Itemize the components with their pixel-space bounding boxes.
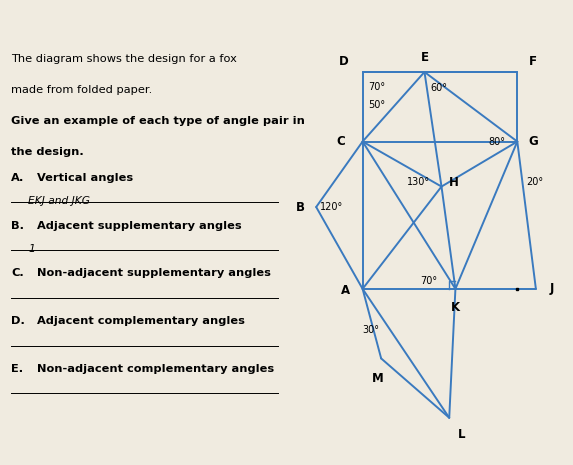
Text: Vertical angles: Vertical angles [37, 173, 133, 183]
Text: 70°: 70° [368, 82, 385, 92]
Text: 50°: 50° [368, 100, 385, 110]
Text: Adjacent complementary angles: Adjacent complementary angles [37, 316, 245, 326]
Text: The diagram shows the design for a fox: The diagram shows the design for a fox [11, 54, 237, 64]
Text: L: L [458, 428, 465, 441]
Text: H: H [449, 176, 459, 189]
Text: EKJ and JKG: EKJ and JKG [28, 196, 90, 206]
Text: E: E [421, 51, 429, 64]
Text: D.: D. [11, 316, 25, 326]
Text: G: G [528, 135, 537, 148]
Text: Non-adjacent complementary angles: Non-adjacent complementary angles [37, 364, 274, 374]
Text: A.: A. [11, 173, 25, 183]
Text: 120°: 120° [320, 202, 343, 212]
Text: Give an example of each type of angle pair in: Give an example of each type of angle pa… [11, 116, 305, 126]
Text: 1: 1 [28, 244, 35, 254]
Text: 80°: 80° [489, 137, 506, 146]
Text: C.: C. [11, 268, 24, 279]
Text: 60°: 60° [430, 83, 447, 93]
Text: Non-adjacent supplementary angles: Non-adjacent supplementary angles [37, 268, 270, 279]
Text: K: K [451, 301, 460, 314]
Text: J: J [549, 282, 554, 295]
Text: made from folded paper.: made from folded paper. [11, 85, 152, 95]
Text: B.: B. [11, 220, 24, 231]
Text: D: D [339, 55, 349, 68]
Text: 30°: 30° [362, 325, 379, 335]
Text: 20°: 20° [526, 178, 543, 187]
Text: Adjacent supplementary angles: Adjacent supplementary angles [37, 220, 241, 231]
Text: the design.: the design. [11, 147, 84, 157]
Text: A: A [341, 285, 350, 298]
Text: M: M [372, 372, 384, 385]
Text: 130°: 130° [407, 178, 430, 187]
Text: F: F [529, 55, 537, 68]
Text: E.: E. [11, 364, 23, 374]
Text: 70°: 70° [421, 276, 438, 286]
Text: B: B [296, 200, 305, 213]
Text: C: C [336, 135, 346, 148]
